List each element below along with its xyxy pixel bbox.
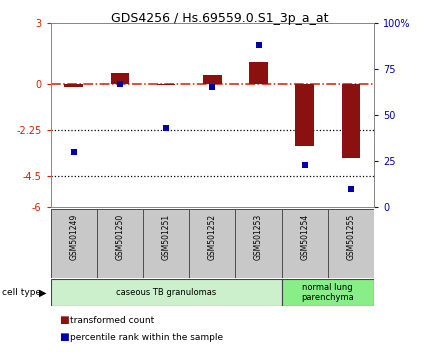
Bar [51, 279, 282, 306]
Text: GSM501249: GSM501249 [69, 214, 78, 260]
Bar [189, 209, 235, 278]
Bar [111, 73, 129, 84]
Text: GSM501252: GSM501252 [208, 214, 217, 260]
Text: GSM501251: GSM501251 [161, 214, 171, 260]
Bar [203, 75, 222, 84]
Text: cell type: cell type [2, 288, 41, 297]
Bar [328, 209, 374, 278]
Point [255, 42, 262, 48]
Text: percentile rank within the sample: percentile rank within the sample [70, 333, 223, 342]
Bar [143, 209, 189, 278]
Text: normal lung
parenchyma: normal lung parenchyma [301, 283, 354, 302]
Bar [51, 209, 97, 278]
Point [209, 85, 216, 90]
Point [116, 81, 123, 87]
Bar [282, 209, 328, 278]
Point [348, 186, 355, 192]
Text: GSM501250: GSM501250 [115, 214, 125, 260]
Text: transformed count: transformed count [70, 316, 154, 325]
Bar [342, 84, 360, 158]
Bar [296, 84, 314, 146]
Text: GDS4256 / Hs.69559.0.S1_3p_a_at: GDS4256 / Hs.69559.0.S1_3p_a_at [111, 12, 329, 25]
Bar [282, 279, 374, 306]
Text: ■: ■ [59, 332, 69, 342]
Bar [235, 209, 282, 278]
Text: GSM501255: GSM501255 [346, 214, 356, 260]
Bar [249, 62, 268, 84]
Text: ■: ■ [59, 315, 69, 325]
Point [301, 162, 308, 167]
Point [70, 149, 77, 155]
Bar [65, 84, 83, 87]
Bar [97, 209, 143, 278]
Bar [157, 84, 176, 85]
Point [163, 125, 170, 131]
Text: caseous TB granulomas: caseous TB granulomas [116, 288, 216, 297]
Text: GSM501254: GSM501254 [300, 214, 309, 260]
Text: GSM501253: GSM501253 [254, 214, 263, 260]
Text: ▶: ▶ [39, 287, 47, 297]
